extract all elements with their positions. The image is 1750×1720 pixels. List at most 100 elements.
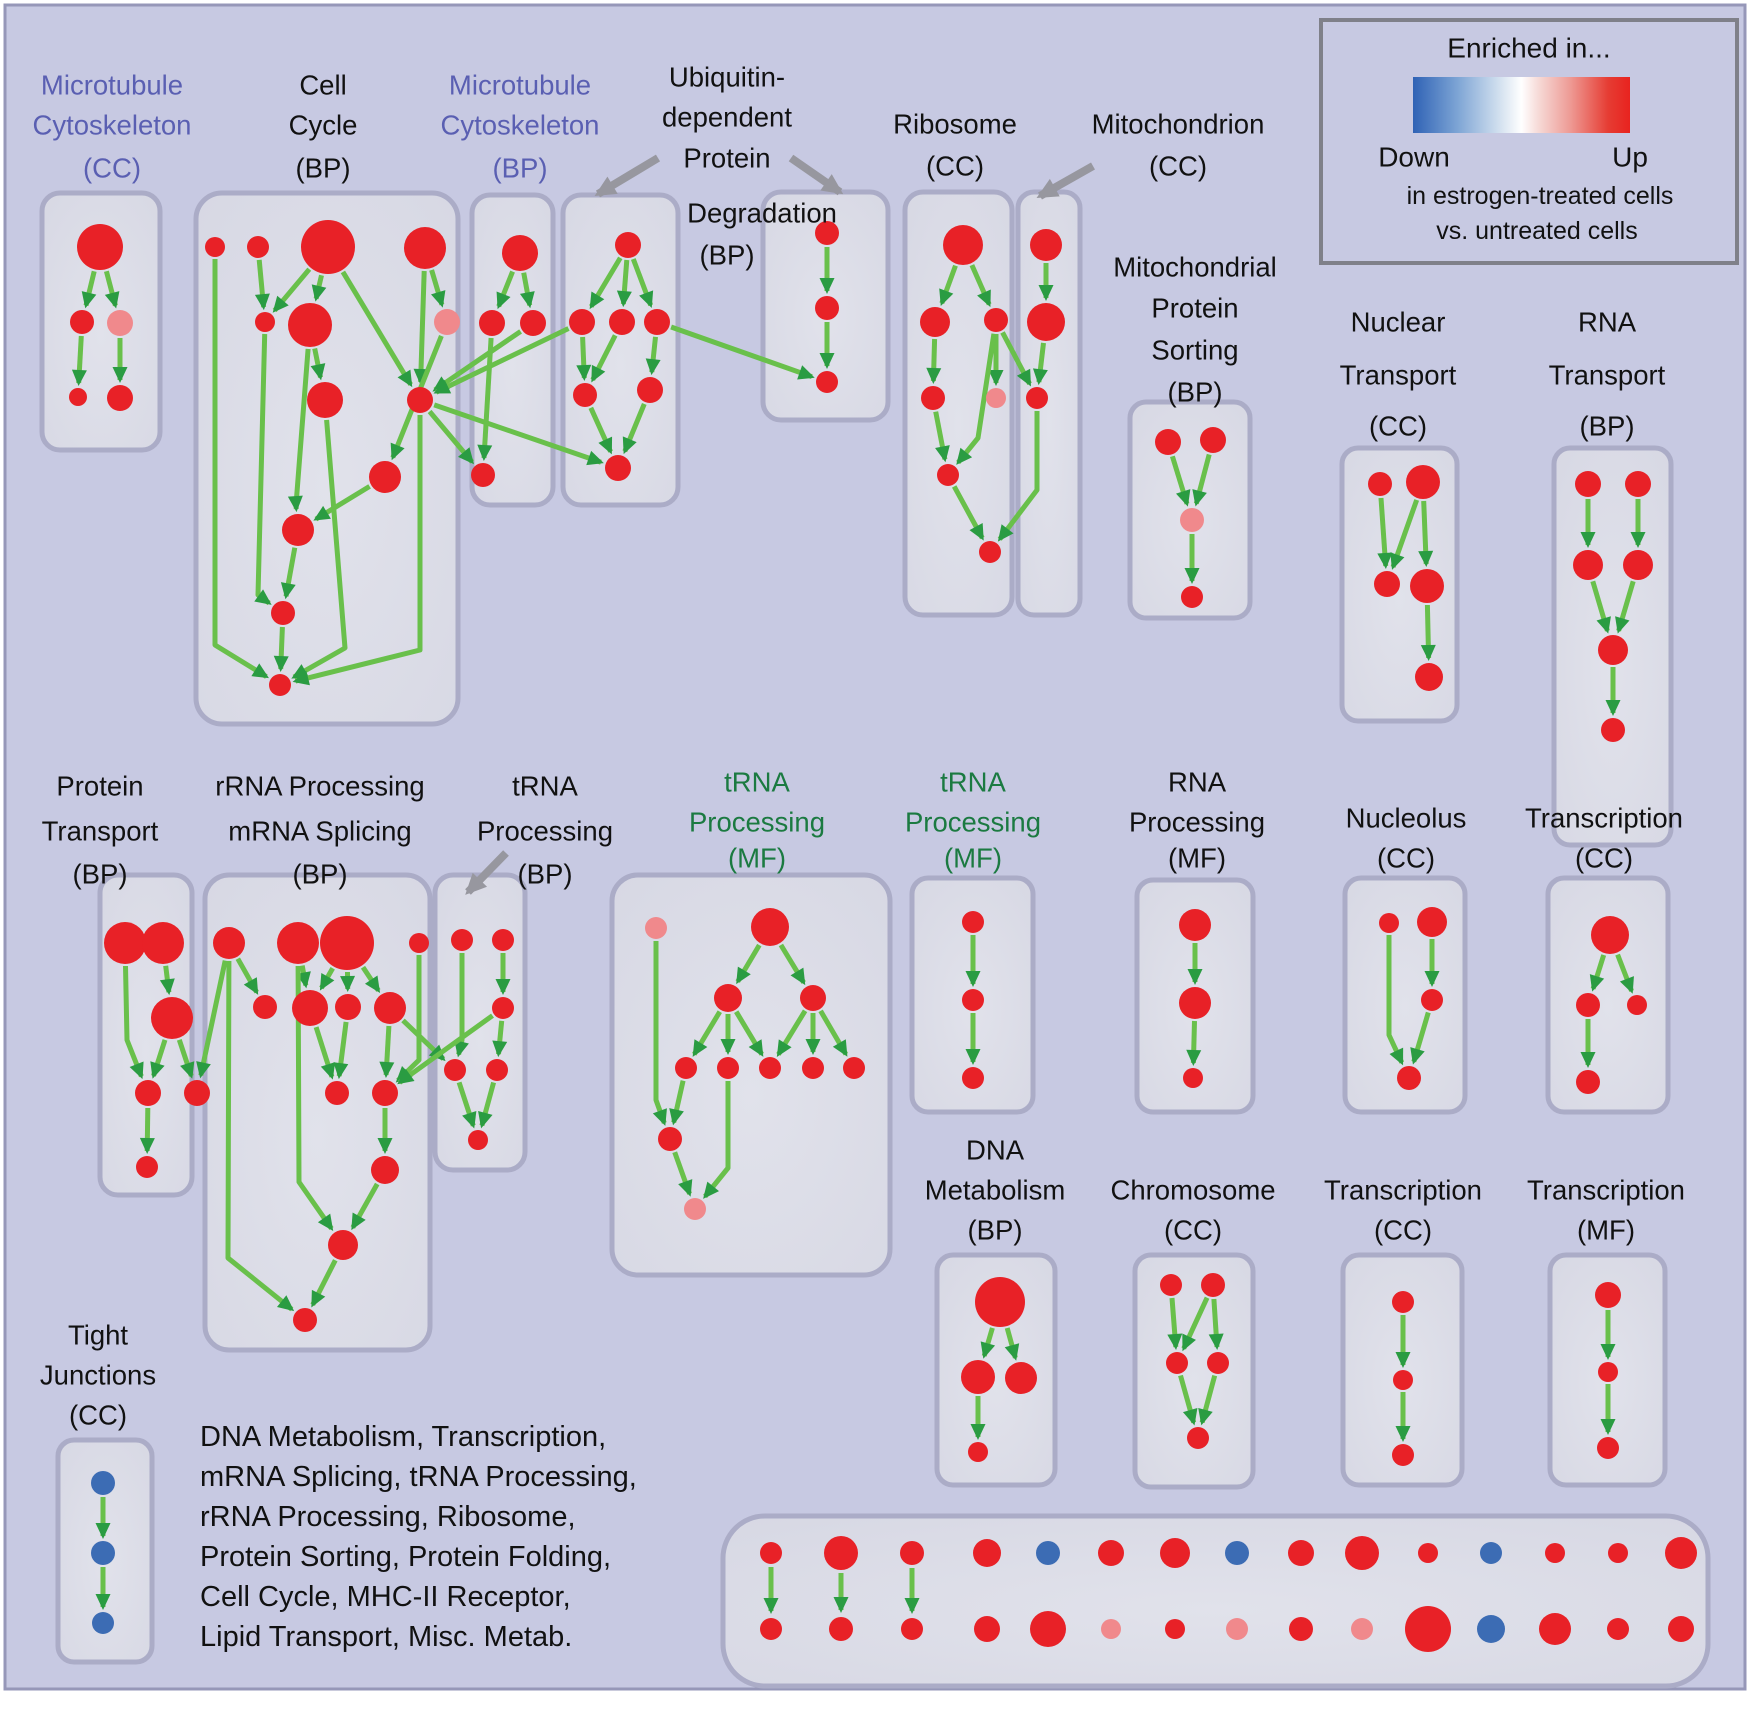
- label-line: (CC): [1149, 151, 1207, 182]
- go-term-node: [271, 601, 295, 625]
- go-term-node: [1226, 1618, 1248, 1640]
- go-term-node: [288, 303, 332, 347]
- go-term-node: [1421, 989, 1443, 1011]
- go-term-node: [1345, 1536, 1379, 1570]
- go-term-node: [1288, 1540, 1314, 1566]
- go-term-node: [136, 1156, 158, 1178]
- go-term-node: [1183, 1068, 1203, 1088]
- label-line: Cytoskeleton: [33, 110, 192, 141]
- label-line: (BP): [493, 153, 548, 184]
- go-term-node: [142, 922, 184, 964]
- go-term-node: [1545, 1543, 1565, 1563]
- go-term-node: [269, 674, 291, 696]
- go-term-node: [1005, 1362, 1037, 1394]
- go-term-node: [1351, 1618, 1373, 1640]
- go-term-node: [492, 997, 514, 1019]
- go-term-node: [293, 1308, 317, 1332]
- go-term-node: [901, 1618, 923, 1640]
- edge-arrow: [933, 339, 934, 381]
- label-line: (CC): [1575, 843, 1633, 874]
- go-term-node: [320, 916, 374, 970]
- go-term-node: [961, 1360, 995, 1394]
- go-term-node: [1289, 1617, 1313, 1641]
- go-term-node: [184, 1080, 210, 1106]
- go-term-node: [444, 1059, 466, 1081]
- go-term-node: [760, 1542, 782, 1564]
- label-line: Mitochondrial: [1113, 252, 1277, 283]
- label-line: Processing: [477, 816, 613, 847]
- label-line: Tight: [68, 1320, 128, 1351]
- label-line: (CC): [69, 1400, 127, 1431]
- edge-arrow: [281, 627, 283, 669]
- label-line: (BP): [1168, 377, 1223, 408]
- label-line: (BP): [518, 859, 573, 890]
- legend-title: Enriched in...: [1447, 33, 1610, 64]
- go-term-node: [374, 992, 406, 1024]
- go-term-node: [1027, 303, 1065, 341]
- legend: Enriched in... Down Up in estrogen-treat…: [1321, 20, 1737, 263]
- go-term-node: [1601, 718, 1625, 742]
- label-line: Mitochondrion: [1092, 109, 1265, 140]
- label-line: (CC): [1369, 411, 1427, 442]
- go-term-node: [962, 1067, 984, 1089]
- go-term-node: [301, 220, 355, 274]
- go-term-node: [107, 310, 133, 336]
- label-line: DNA: [966, 1135, 1025, 1166]
- go-term-node: [1668, 1616, 1694, 1642]
- go-term-node: [800, 985, 826, 1011]
- go-term-node: [1417, 907, 1447, 937]
- go-term-node: [1225, 1541, 1249, 1565]
- go-term-node: [1036, 1541, 1060, 1565]
- go-term-node: [979, 541, 1001, 563]
- go-term-node: [369, 461, 401, 493]
- label-line: (CC): [83, 153, 141, 184]
- go-term-node: [1625, 471, 1651, 497]
- go-term-node: [816, 371, 838, 393]
- go-term-node: [1030, 229, 1062, 261]
- box-transcription-cc-mid: [1548, 878, 1668, 1112]
- go-term-node: [205, 237, 225, 257]
- go-term-node: [1392, 1444, 1414, 1466]
- edge-arrow: [166, 966, 169, 992]
- label-line: Protein: [56, 771, 143, 802]
- go-term-node: [1576, 1070, 1600, 1094]
- go-term-node: [70, 310, 94, 334]
- go-term-node: [277, 922, 319, 964]
- go-term-node: [1179, 987, 1211, 1019]
- go-term-node: [69, 388, 87, 406]
- label-line: tRNA: [724, 767, 790, 798]
- go-term-node: [479, 310, 505, 336]
- label-line: (CC): [1377, 843, 1435, 874]
- label-line: Transport: [1340, 360, 1457, 391]
- edge-arrow: [302, 966, 306, 986]
- go-term-node: [802, 1057, 824, 1079]
- label-line: (MF): [1168, 843, 1226, 874]
- label-line: (MF): [944, 843, 1002, 874]
- go-term-node: [520, 310, 546, 336]
- go-term-node: [609, 309, 635, 335]
- label-line: Transcription: [1525, 803, 1683, 834]
- label-line: (MF): [1577, 1215, 1635, 1246]
- go-term-node: [569, 309, 595, 335]
- label-line: Processing: [1129, 807, 1265, 838]
- go-term-node: [975, 1277, 1025, 1327]
- go-term-node: [1480, 1542, 1502, 1564]
- misc-terms-line: Protein Sorting, Protein Folding,: [200, 1541, 611, 1573]
- legend-subtitle-2: vs. untreated cells: [1436, 217, 1638, 245]
- go-term-node: [1392, 1291, 1414, 1313]
- label-line: tRNA: [940, 767, 1006, 798]
- go-term-node: [962, 989, 984, 1011]
- go-term-node: [658, 1127, 682, 1151]
- go-term-node: [1607, 1618, 1629, 1640]
- go-term-node: [151, 997, 193, 1039]
- misc-terms-line: rRNA Processing, Ribosome,: [200, 1501, 576, 1533]
- edge-arrow: [1193, 1021, 1194, 1063]
- go-term-node: [637, 377, 663, 403]
- go-term-node: [974, 1616, 1000, 1642]
- go-term-node: [1374, 571, 1400, 597]
- label-line: Transcription: [1324, 1175, 1482, 1206]
- go-term-node: [1160, 1538, 1190, 1568]
- go-term-node: [1166, 1352, 1188, 1374]
- go-term-node: [486, 1059, 508, 1081]
- go-term-node: [1575, 471, 1601, 497]
